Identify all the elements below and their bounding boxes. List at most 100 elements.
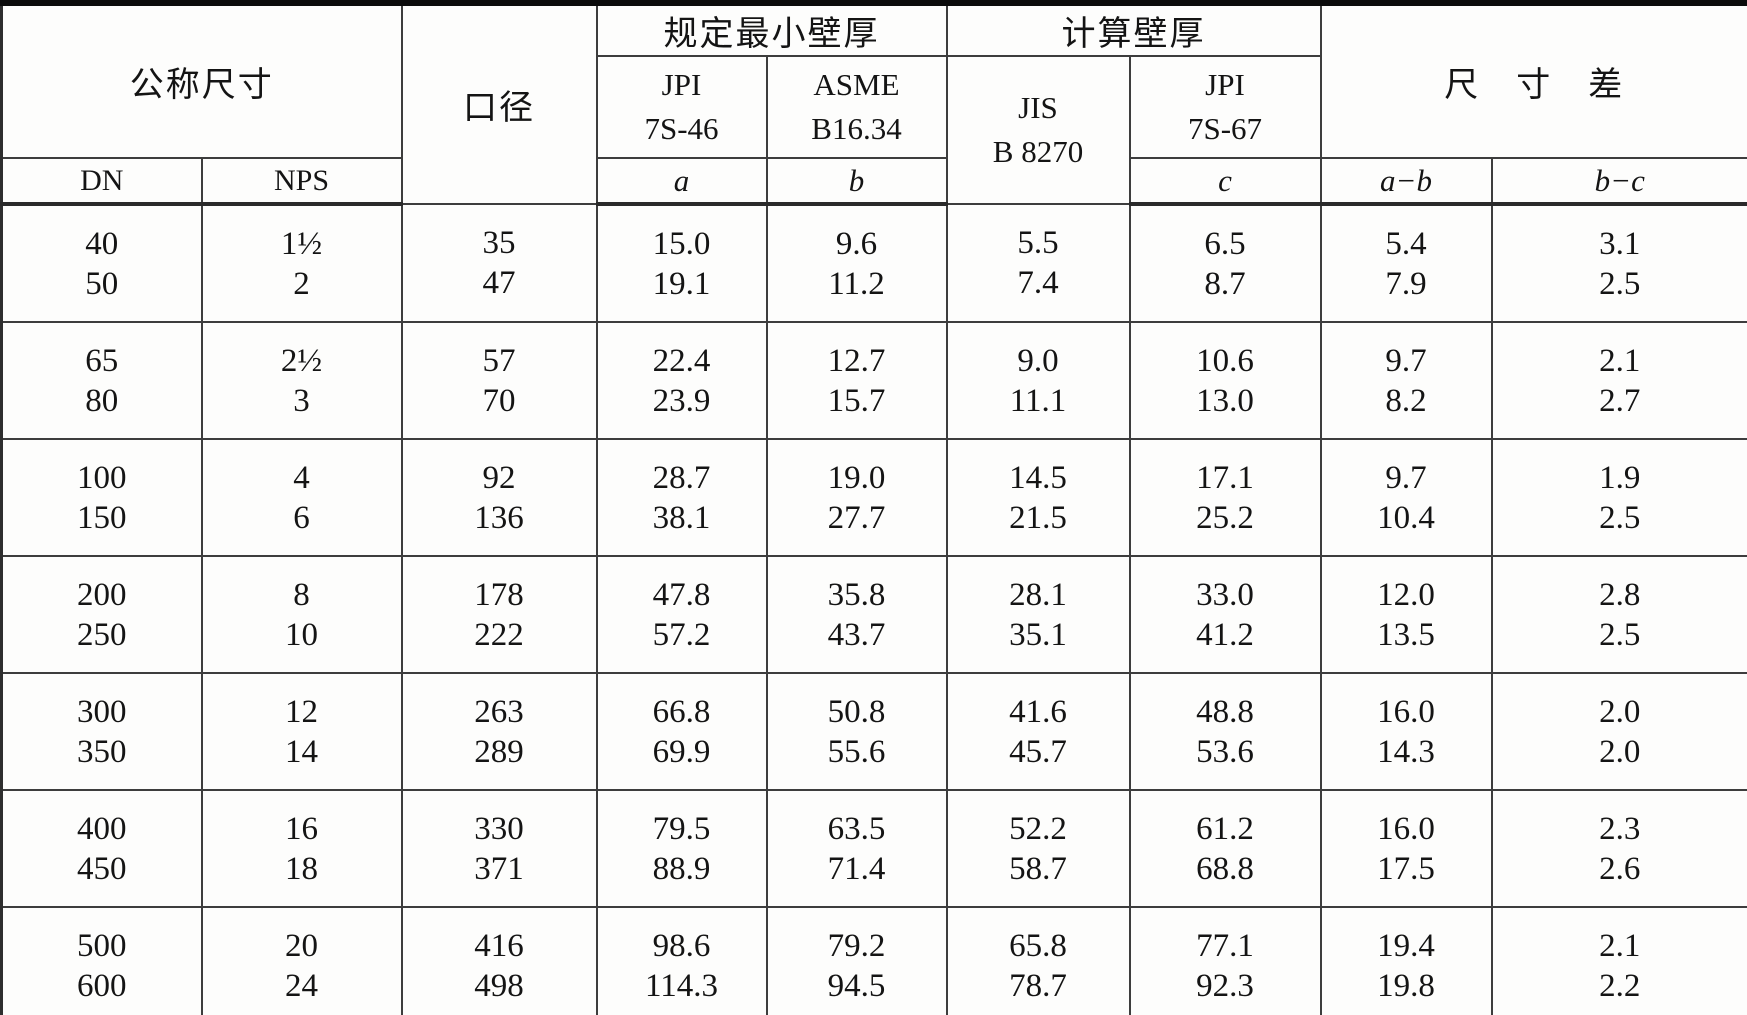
value-nps: 3 [293, 382, 310, 419]
cell-nps: 2½ 3 [200, 321, 403, 440]
cell-jis-b8270: 65.8 78.7 [945, 906, 1131, 1015]
value-dn: 350 [77, 733, 127, 770]
cell-dn: 300 350 [0, 672, 203, 791]
value-jis-b8270: 28.1 [1009, 576, 1067, 613]
cell-b-minus-c: 2.0 2.0 [1490, 672, 1747, 791]
cell-b-minus-c: 2.1 2.2 [1490, 906, 1747, 1015]
value-jpi-7s67-c: 92.3 [1196, 967, 1254, 1004]
value-bore: 57 [482, 342, 516, 379]
value-jpi-7s46-a: 23.9 [652, 382, 711, 419]
value-b-minus-c: 3.1 [1599, 225, 1641, 262]
cell-a-minus-b: 19.4 19.8 [1319, 906, 1493, 1015]
table-row-group: 40 50 1½ 2 35 47 15.0 19.1 9.6 11.2 5.5 7.4 6.5 8.7 5.… [0, 203, 1747, 323]
value-jis-b8270: 58.7 [1009, 850, 1067, 887]
header-col-a: a [595, 157, 768, 206]
cell-jpi-7s67-c: 77.1 92.3 [1128, 906, 1322, 1015]
value-jpi-7s46-a: 15.0 [652, 225, 711, 262]
cell-a-minus-b: 9.7 8.2 [1319, 321, 1493, 440]
cell-asme-b: 12.7 15.7 [765, 321, 948, 440]
value-nps: 4 [293, 459, 310, 496]
value-bore: 178 [474, 576, 524, 613]
cell-dn: 200 250 [0, 555, 203, 674]
cell-b-minus-c: 1.9 2.5 [1490, 438, 1747, 557]
cell-jis-b8270: 52.2 58.7 [945, 789, 1131, 908]
value-nps: 18 [285, 850, 318, 887]
cell-nps: 16 18 [200, 789, 403, 908]
cell-jis-b8270: 14.5 21.5 [945, 438, 1131, 557]
cell-jpi-7s67-c: 33.0 41.2 [1128, 555, 1322, 674]
value-nps: 2½ [280, 342, 323, 379]
cell-bore: 57 70 [400, 321, 598, 440]
value-b-minus-c: 2.3 [1599, 810, 1641, 847]
cell-bore: 263 289 [400, 672, 598, 791]
value-nps: 20 [285, 927, 318, 964]
cell-a-minus-b: 16.0 17.5 [1319, 789, 1493, 908]
value-a-minus-b: 9.7 [1385, 342, 1427, 379]
value-jpi-7s67-c: 25.2 [1196, 499, 1254, 536]
value-jpi-7s67-c: 61.2 [1196, 810, 1254, 847]
value-dn: 200 [77, 576, 127, 613]
value-a-minus-b: 8.2 [1385, 382, 1427, 419]
cell-asme-b: 63.5 71.4 [765, 789, 948, 908]
cell-b-minus-c: 3.1 2.5 [1490, 203, 1747, 323]
value-asme-b: 43.7 [827, 616, 886, 653]
value-b-minus-c: 2.5 [1599, 265, 1641, 302]
value-asme-b: 94.5 [827, 967, 886, 1004]
cell-jpi-7s46-a: 98.6 114.3 [595, 906, 768, 1015]
table-row-group: 400 450 16 18 330 371 79.5 88.9 63.5 71.4 52.2 58.7… [0, 789, 1747, 908]
table-row-group: 100 150 4 6 92 136 28.7 38.1 19.0 27.7 14.5 21.5 17.… [0, 438, 1747, 557]
table-row-group: 65 80 2½ 3 57 70 22.4 23.9 12.7 15.7 9.0 11.1 10.6 13… [0, 321, 1747, 440]
value-jpi-7s67-c: 6.5 [1204, 225, 1246, 262]
cell-a-minus-b: 9.7 10.4 [1319, 438, 1493, 557]
cell-bore: 178 222 [400, 555, 598, 674]
value-a-minus-b: 13.5 [1377, 616, 1435, 653]
value-jis-b8270: 21.5 [1009, 499, 1067, 536]
cell-dn: 100 150 [0, 438, 203, 557]
value-asme-b: 15.7 [827, 382, 886, 419]
header-jpi-7s67: JPI 7S-67 [1128, 55, 1322, 159]
value-b-minus-c: 1.9 [1599, 459, 1641, 496]
value-nps: 12 [285, 693, 318, 730]
value-b-minus-c: 2.7 [1599, 382, 1641, 419]
header-asme-line2: B16.34 [811, 111, 902, 146]
value-nps: 14 [285, 733, 318, 770]
header-bore: 口径 [400, 2, 598, 205]
header-jpi-7s46-line2: 7S-46 [644, 111, 719, 146]
cell-asme-b: 19.0 27.7 [765, 438, 948, 557]
value-jis-b8270: 7.4 [1017, 265, 1059, 301]
value-jpi-7s46-a: 98.6 [652, 927, 711, 964]
value-jis-b8270: 5.5 [1017, 225, 1059, 261]
cell-jis-b8270: 28.1 35.1 [945, 555, 1131, 674]
value-jpi-7s67-c: 10.6 [1196, 342, 1254, 379]
cell-bore: 416 498 [400, 906, 598, 1015]
header-asme-b16-34: ASME B16.34 [765, 55, 948, 159]
cell-a-minus-b: 16.0 14.3 [1319, 672, 1493, 791]
cell-jis-b8270: 9.0 11.1 [945, 321, 1131, 440]
value-bore: 371 [474, 850, 524, 887]
value-jpi-7s46-a: 38.1 [652, 499, 711, 536]
table-row-group: 300 350 12 14 263 289 66.8 69.9 50.8 55.6 41.6 45.7… [0, 672, 1747, 791]
value-jpi-7s67-c: 8.7 [1204, 265, 1246, 302]
header-jis-line1: JIS [1018, 90, 1058, 125]
value-dn: 80 [85, 382, 119, 419]
header-col-b: b [765, 157, 948, 206]
value-jpi-7s67-c: 41.2 [1196, 616, 1254, 653]
cell-a-minus-b: 12.0 13.5 [1319, 555, 1493, 674]
value-b-minus-c: 2.2 [1599, 967, 1641, 1004]
value-jis-b8270: 35.1 [1009, 616, 1067, 653]
cell-jpi-7s67-c: 61.2 68.8 [1128, 789, 1322, 908]
cell-jpi-7s46-a: 22.4 23.9 [595, 321, 768, 440]
value-a-minus-b: 7.9 [1385, 265, 1427, 302]
value-a-minus-b: 16.0 [1377, 810, 1435, 847]
table-body: 40 50 1½ 2 35 47 15.0 19.1 9.6 11.2 5.5 7.4 6.5 8.7 5.… [0, 203, 1747, 1015]
value-jis-b8270: 45.7 [1009, 733, 1067, 770]
cell-bore: 92 136 [400, 438, 598, 557]
value-bore: 35 [482, 225, 516, 261]
value-a-minus-b: 17.5 [1377, 850, 1435, 887]
value-bore: 498 [474, 967, 524, 1004]
header-dimension-diff: 尺 寸 差 [1319, 2, 1747, 159]
value-jpi-7s46-a: 47.8 [652, 576, 711, 613]
value-jpi-7s46-a: 22.4 [652, 342, 711, 379]
cell-b-minus-c: 2.1 2.7 [1490, 321, 1747, 440]
cell-nps: 8 10 [200, 555, 403, 674]
